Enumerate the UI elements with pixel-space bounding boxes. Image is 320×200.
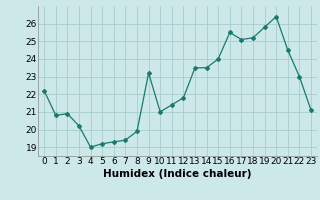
X-axis label: Humidex (Indice chaleur): Humidex (Indice chaleur) — [103, 169, 252, 179]
